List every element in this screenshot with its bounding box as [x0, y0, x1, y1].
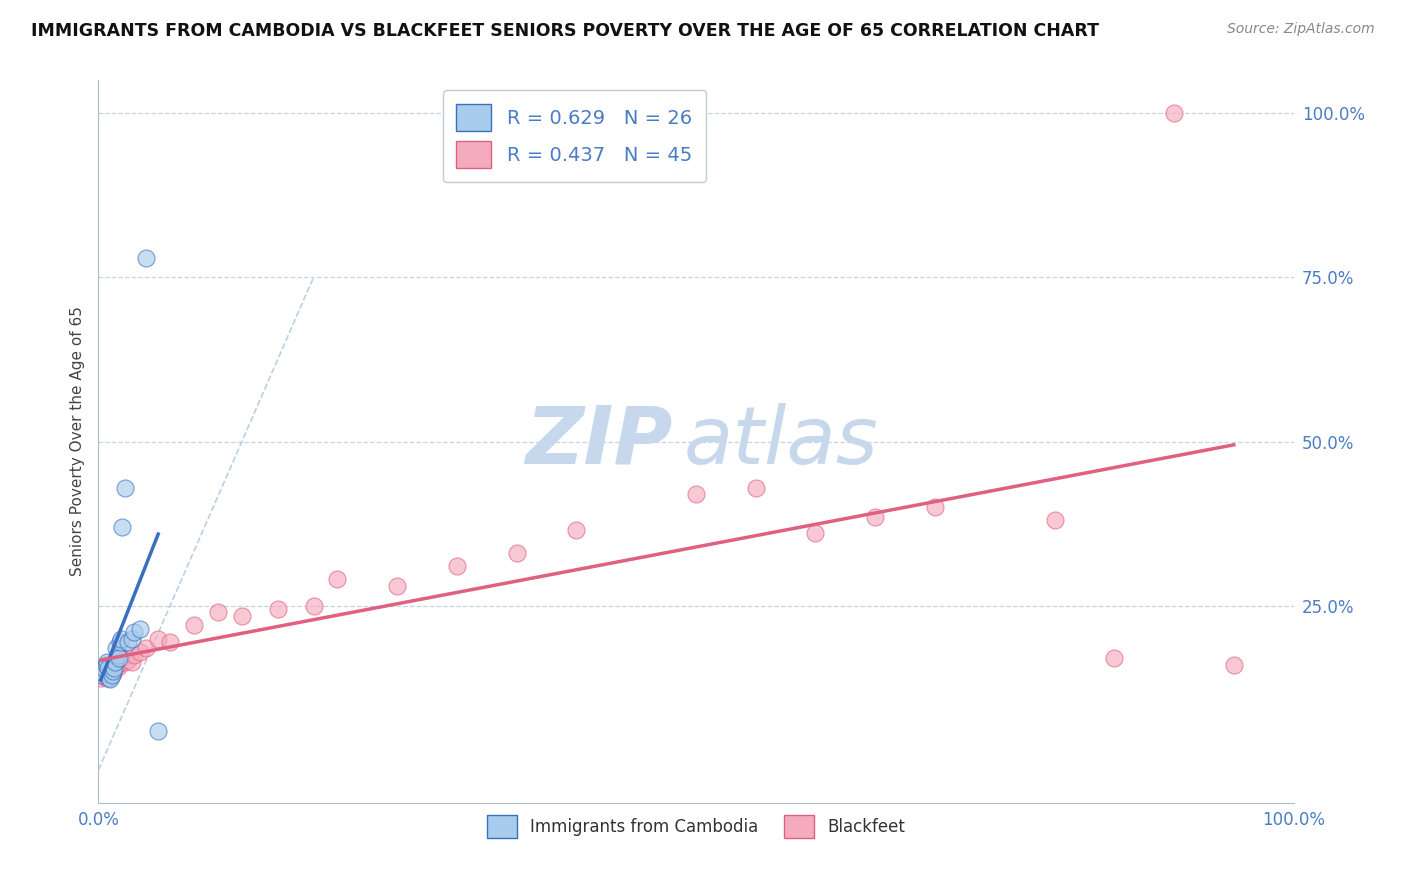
Point — [117, 635, 139, 649]
Point — [100, 667, 122, 681]
Point — [90, 667, 112, 681]
Point — [93, 661, 115, 675]
Point — [1163, 106, 1185, 120]
Point — [1104, 651, 1126, 665]
Point — [117, 652, 139, 666]
Point — [103, 663, 125, 677]
Point — [98, 661, 122, 675]
Text: Source: ZipAtlas.com: Source: ZipAtlas.com — [1227, 22, 1375, 37]
Point — [124, 648, 146, 662]
Point — [91, 665, 114, 680]
Point — [90, 671, 112, 685]
Point — [111, 520, 134, 534]
Legend: Immigrants from Cambodia, Blackfeet: Immigrants from Cambodia, Blackfeet — [481, 808, 911, 845]
Point — [114, 481, 136, 495]
Point — [107, 648, 129, 662]
Point — [135, 251, 157, 265]
Point — [804, 526, 827, 541]
Point — [108, 635, 131, 649]
Point — [114, 655, 136, 669]
Point — [101, 665, 124, 679]
Point — [103, 661, 125, 675]
Point — [121, 655, 143, 669]
Point — [101, 665, 124, 680]
Point — [104, 661, 127, 675]
Point — [565, 523, 588, 537]
Point — [100, 667, 122, 681]
Point — [685, 487, 707, 501]
Point — [91, 665, 114, 680]
Point — [231, 608, 253, 623]
Y-axis label: Seniors Poverty Over the Age of 65: Seniors Poverty Over the Age of 65 — [69, 307, 84, 576]
Point — [1043, 513, 1066, 527]
Point — [94, 657, 117, 672]
Point — [302, 599, 325, 613]
Point — [105, 641, 128, 656]
Point — [129, 622, 152, 636]
Point — [110, 632, 132, 646]
Point — [124, 625, 146, 640]
Point — [98, 671, 121, 685]
Point — [865, 510, 887, 524]
Point — [129, 645, 152, 659]
Point — [107, 656, 129, 670]
Point — [108, 655, 131, 669]
Point — [183, 618, 205, 632]
Point — [98, 661, 121, 675]
Point — [924, 500, 946, 515]
Point — [111, 651, 134, 665]
Point — [506, 546, 529, 560]
Point — [107, 660, 129, 674]
Point — [326, 573, 349, 587]
Point — [96, 671, 118, 685]
Point — [104, 655, 127, 669]
Point — [97, 665, 120, 680]
Point — [135, 641, 157, 656]
Point — [159, 635, 181, 649]
Point — [745, 481, 768, 495]
Point — [267, 602, 290, 616]
Text: IMMIGRANTS FROM CAMBODIA VS BLACKFEET SENIORS POVERTY OVER THE AGE OF 65 CORRELA: IMMIGRANTS FROM CAMBODIA VS BLACKFEET SE… — [31, 22, 1099, 40]
Point — [385, 579, 409, 593]
Point — [107, 651, 129, 665]
Point — [96, 655, 118, 669]
Text: ZIP: ZIP — [524, 402, 672, 481]
Point — [94, 667, 117, 681]
Point — [207, 605, 229, 619]
Point — [93, 665, 115, 679]
Point — [98, 673, 122, 687]
Point — [91, 665, 114, 679]
Point — [121, 632, 143, 646]
Point — [105, 657, 128, 672]
Point — [148, 632, 170, 646]
Point — [91, 667, 114, 681]
Point — [97, 661, 120, 675]
Point — [1223, 657, 1246, 672]
Point — [148, 723, 170, 738]
Point — [446, 559, 468, 574]
Text: atlas: atlas — [685, 402, 879, 481]
